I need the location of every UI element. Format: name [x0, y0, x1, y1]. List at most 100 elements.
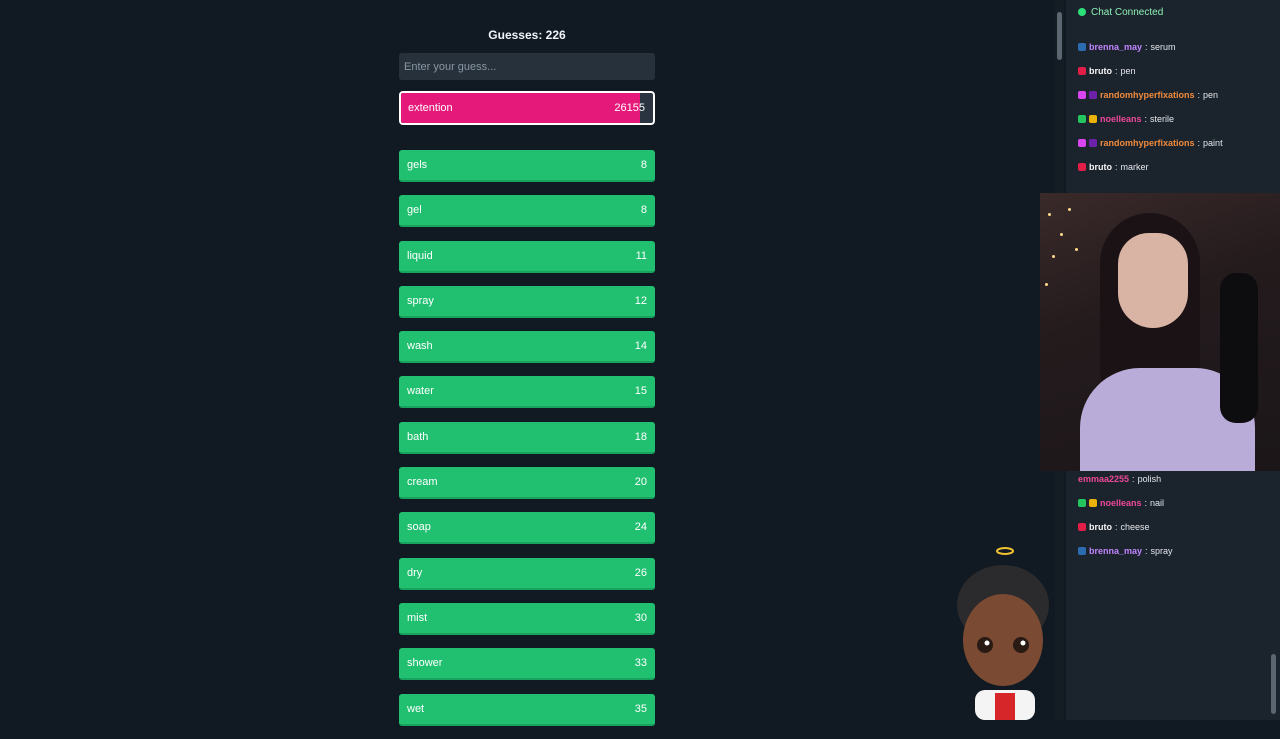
guess-row: mist 30: [399, 602, 655, 635]
chat-message: brenna_may: spray: [1078, 544, 1173, 558]
guess-word: mist: [407, 611, 428, 624]
heart-badge-icon: [1078, 139, 1086, 147]
chat-username[interactable]: emmaa2255: [1078, 474, 1130, 484]
microphone: [1220, 273, 1258, 423]
guess-list: gels 8 gel 8 liquid 11 spray 12 wash 14 water…: [399, 150, 655, 739]
guess-rank: 26: [634, 566, 647, 579]
guess-rank: 20: [634, 476, 647, 489]
avatar-boy-image: [957, 547, 1049, 720]
guess-rank: 24: [634, 521, 647, 534]
guess-word: gel: [407, 204, 422, 217]
guess-rank: 12: [634, 294, 647, 307]
chat-text: nail: [1150, 498, 1165, 508]
guess-word: dry: [407, 566, 423, 579]
check-badge-icon: [1078, 115, 1086, 123]
chat-username[interactable]: bruto: [1089, 66, 1112, 76]
chat-username[interactable]: brenna_may: [1089, 546, 1143, 556]
chat-message: bruto: marker: [1078, 160, 1149, 174]
chat-scrollbar-thumb[interactable]: [1057, 12, 1062, 60]
guess-word: shower: [407, 657, 443, 670]
chat-text: polish: [1137, 474, 1162, 484]
guess-rank: 33: [634, 657, 647, 670]
guess-row: wash 14: [399, 331, 655, 364]
guess-row: dry 26: [399, 557, 655, 590]
guess-row: shower 33: [399, 648, 655, 681]
guess-row: gels 8: [399, 150, 655, 182]
guess-rank: 35: [634, 702, 647, 715]
streamer-face: [1118, 233, 1188, 328]
chat-text: paint: [1203, 138, 1223, 148]
guess-row: spray 12: [399, 285, 655, 318]
guess-row: gel 8: [399, 195, 655, 228]
chat-username[interactable]: noelleans: [1100, 498, 1142, 508]
guess-rank: 15: [634, 385, 647, 398]
chat-username[interactable]: randomhyperfixations: [1100, 138, 1195, 148]
heart-badge-icon: [1078, 163, 1086, 171]
heart-badge-icon: [1078, 91, 1086, 99]
chat-message: randomhyperfixations: pen: [1078, 88, 1218, 102]
guess-rank: 8: [640, 204, 647, 217]
guess-word: soap: [407, 521, 431, 534]
guess-word: spray: [407, 294, 434, 307]
guess-rank: 14: [634, 340, 647, 353]
chat-text: marker: [1120, 162, 1149, 172]
badge-icon: [1078, 43, 1086, 51]
chat-message: noelleans: sterile: [1078, 112, 1174, 126]
check-badge-icon: [1078, 499, 1086, 507]
chat-username[interactable]: randomhyperfixations: [1100, 90, 1195, 100]
chat-text: sterile: [1150, 114, 1175, 124]
chat-text: cheese: [1120, 522, 1150, 532]
guess-row: water 15: [399, 376, 655, 409]
chat-text: serum: [1150, 42, 1176, 52]
chat-message: brenna_may: serum: [1078, 40, 1176, 54]
chat-username[interactable]: noelleans: [1100, 114, 1142, 124]
guess-row: liquid 11: [399, 240, 655, 273]
guess-row: soap 24: [399, 512, 655, 545]
badge-icon: [1089, 499, 1097, 507]
chat-scrollbar-bottom[interactable]: [1271, 654, 1276, 714]
guess-word: gels: [407, 159, 428, 171]
guess-rank: 18: [634, 430, 647, 443]
guess-word: liquid: [407, 249, 433, 262]
chat-status: Chat Connected: [1078, 4, 1163, 20]
heart-badge-icon: [1078, 523, 1086, 531]
guess-word: water: [407, 385, 434, 398]
chat-message: bruto: pen: [1078, 64, 1136, 78]
guess-word: wash: [407, 340, 433, 353]
heart-badge-icon: [1078, 67, 1086, 75]
current-guess-rank: 26155: [614, 102, 645, 114]
chat-text: pen: [1203, 90, 1219, 100]
guess-rank: 11: [635, 249, 647, 262]
chat-message: randomhyperfixations: paint: [1078, 136, 1223, 150]
chat-message: emmaa2255: polish: [1078, 474, 1162, 484]
badge-icon: [1089, 115, 1097, 123]
chat-message: noelleans: nail: [1078, 496, 1164, 510]
guess-word: wet: [407, 702, 425, 715]
current-guess-row: extention 26155: [399, 91, 655, 125]
chat-text: spray: [1150, 546, 1173, 556]
chat-username[interactable]: bruto: [1089, 162, 1112, 172]
status-dot-icon: [1078, 8, 1086, 16]
chat-text: pen: [1120, 66, 1136, 76]
chat-message: bruto: cheese: [1078, 520, 1150, 534]
guess-rank: 30: [634, 611, 647, 624]
badge-icon: [1078, 547, 1086, 555]
closeness-bar: [401, 93, 641, 123]
guess-row: wet 35: [399, 693, 655, 726]
guess-rank: 8: [640, 159, 647, 171]
guess-input[interactable]: [399, 53, 655, 80]
chat-username[interactable]: brenna_may: [1089, 42, 1143, 52]
guess-row: bath 18: [399, 421, 655, 454]
current-guess-word: extention: [408, 102, 453, 114]
guess-word: cream: [407, 476, 438, 489]
guess-row: cream 20: [399, 467, 655, 500]
halo-icon: [996, 547, 1014, 555]
chat-username[interactable]: bruto: [1089, 522, 1112, 532]
badge-icon: [1089, 139, 1097, 147]
webcam-feed: [1040, 193, 1280, 471]
badge-icon: [1089, 91, 1097, 99]
guess-count: Guesses: 226: [488, 28, 566, 42]
chat-status-label: Chat Connected: [1091, 6, 1164, 18]
guess-word: bath: [407, 430, 429, 443]
